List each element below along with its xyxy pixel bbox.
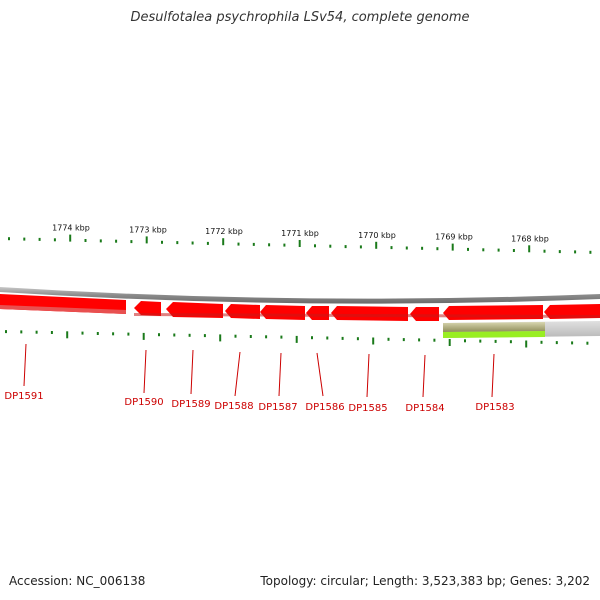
kbp-label: 1774 kbp <box>52 224 90 233</box>
feature-olive-band <box>443 322 545 332</box>
gene-track <box>0 294 600 321</box>
gene-label-dp1589[interactable]: DP1589 <box>171 399 210 410</box>
gene-label-dp1591[interactable]: DP1591 <box>4 391 43 402</box>
kbp-label: 1771 kbp <box>281 229 319 238</box>
gene-leader-line <box>23 343 27 387</box>
gene-leader-line <box>278 352 282 397</box>
feature-green-band <box>443 331 545 338</box>
feature-track-secondary <box>443 321 600 338</box>
gene-arrow-dp1591-shade <box>0 305 126 314</box>
gene-arrow-dp1588 <box>225 304 260 319</box>
gene-label-dp1588[interactable]: DP1588 <box>214 401 253 412</box>
gene-arrow-dp1586 <box>306 306 329 320</box>
genome-summary: Topology: circular; Length: 3,523,383 bp… <box>260 574 590 588</box>
gene-arrow-dp1584 <box>410 307 439 321</box>
gene-leader-line <box>316 352 324 397</box>
kbp-label: 1770 kbp <box>358 231 396 240</box>
gene-label-dp1585[interactable]: DP1585 <box>348 403 387 414</box>
kbp-label: 1768 kbp <box>511 234 549 243</box>
map-title: Desulfotalea psychrophila LSv54, complet… <box>130 10 470 25</box>
gene-label-dp1583[interactable]: DP1583 <box>475 402 514 413</box>
upper-tick-row <box>8 234 592 254</box>
gene-arrow-dp1590 <box>134 301 161 316</box>
gene-arrow-dp1585 <box>331 306 408 321</box>
genome-backbone <box>0 287 600 304</box>
kbp-label: 1772 kbp <box>205 227 243 236</box>
accession-text: Accession: NC_006138 <box>9 574 146 588</box>
kbp-label: 1769 kbp <box>435 233 473 242</box>
kbp-scale-labels: 1774 kbp 1773 kbp 1772 kbp 1771 kbp 1770 kbp… <box>52 224 549 244</box>
gene-leader-line <box>491 353 495 398</box>
gene-label-dp1587[interactable]: DP1587 <box>258 402 297 413</box>
gene-arrow-dp1587 <box>260 305 305 320</box>
gene-labels: DP1591 DP1590 DP1589 DP1588 DP1587 DP1586 DP15… <box>4 343 515 414</box>
gene-arrow-dp1583 <box>443 305 543 320</box>
lower-tick-row <box>5 330 589 348</box>
gene-leader-line <box>190 349 194 395</box>
gene-label-dp1584[interactable]: DP1584 <box>405 403 444 414</box>
kbp-label: 1773 kbp <box>129 226 167 235</box>
gene-leader-line <box>422 354 426 398</box>
gene-leader-line <box>366 353 370 398</box>
gene-label-dp1590[interactable]: DP1590 <box>124 397 163 408</box>
gene-leader-line <box>143 349 147 394</box>
gene-track-shade <box>134 313 600 318</box>
gene-leader-line <box>234 351 241 397</box>
gene-label-dp1586[interactable]: DP1586 <box>305 402 344 413</box>
